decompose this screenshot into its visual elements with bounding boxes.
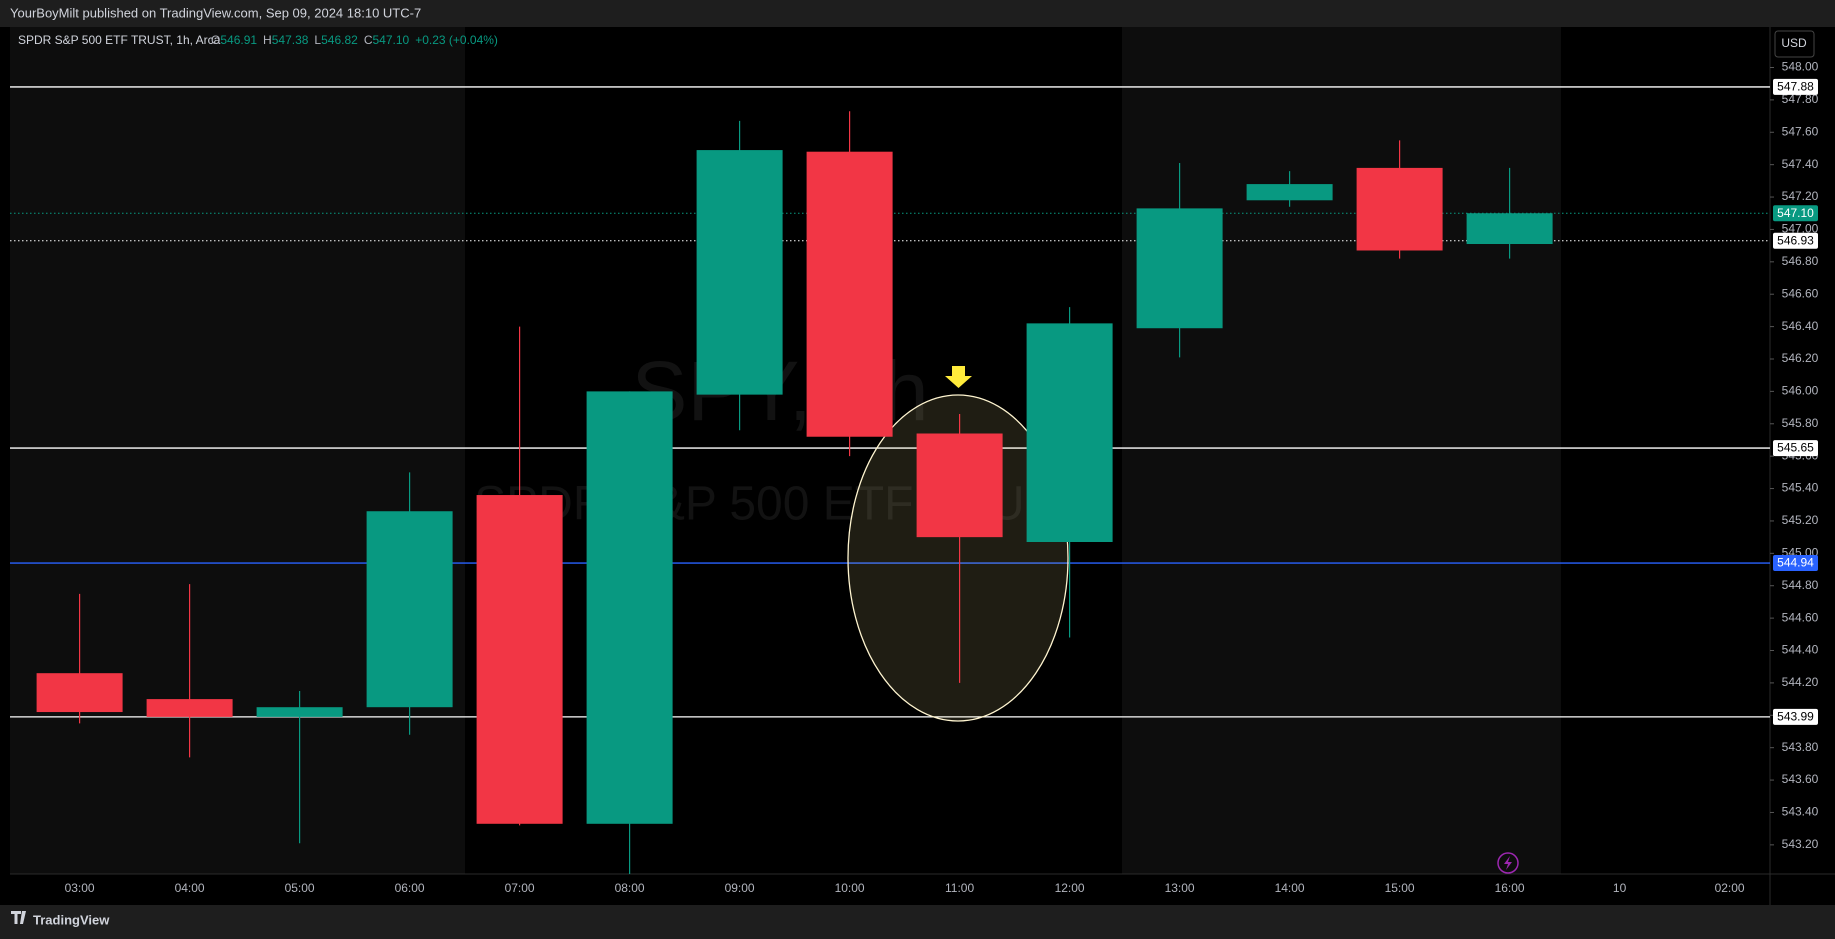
publisher-text: YourBoyMilt published on TradingView.com…	[10, 5, 421, 20]
price-label: 546.93	[1777, 233, 1814, 247]
price-label: 544.94	[1777, 556, 1814, 570]
y-tick-label: 546.60	[1782, 286, 1819, 300]
y-tick-label: 547.00	[1782, 222, 1819, 236]
candle-body	[256, 707, 343, 717]
y-tick-label: 545.80	[1782, 416, 1819, 430]
x-tick-label: 14:00	[1275, 881, 1305, 895]
candle-body	[476, 495, 563, 824]
candle-body	[1026, 323, 1113, 543]
ohlc-key: L	[314, 33, 321, 47]
x-tick-label: 10:00	[835, 881, 865, 895]
ohlc-change: +0.23 (+0.04%)	[415, 33, 498, 47]
ohlc-key: O	[211, 33, 220, 47]
y-tick-label: 547.40	[1782, 157, 1819, 171]
x-tick-label: 09:00	[725, 881, 755, 895]
y-tick-label: 543.40	[1782, 805, 1819, 819]
candle-body	[1466, 213, 1553, 245]
y-tick-label: 543.20	[1782, 837, 1819, 851]
top-bar	[0, 0, 1835, 27]
symbol-title: SPDR S&P 500 ETF TRUST, 1h, Arca	[18, 33, 221, 47]
brand-name: TradingView	[33, 912, 110, 927]
x-tick-label: 06:00	[395, 881, 425, 895]
y-tick-label: 547.20	[1782, 189, 1819, 203]
candle-body	[146, 699, 233, 717]
highlight-ellipse	[847, 394, 1069, 722]
x-tick-label: 07:00	[505, 881, 535, 895]
candle-body	[366, 511, 453, 708]
y-tick-label: 548.00	[1782, 60, 1819, 74]
x-tick-label: 05:00	[285, 881, 315, 895]
currency-button[interactable]	[1774, 30, 1815, 58]
y-tick-label: 544.40	[1782, 643, 1819, 657]
candle-body	[1246, 184, 1333, 201]
x-tick-label: 08:00	[615, 881, 645, 895]
price-label-box	[1773, 232, 1818, 249]
y-tick-label: 544.80	[1782, 578, 1819, 592]
y-tick-label: 547.60	[1782, 124, 1819, 138]
price-label: 543.99	[1777, 710, 1814, 724]
price-label-box	[1773, 708, 1818, 725]
candle-body	[1356, 167, 1443, 251]
ohlc-key: C	[364, 33, 373, 47]
price-label: 545.65	[1777, 441, 1814, 455]
y-tick-label: 544.60	[1782, 610, 1819, 624]
price-label-box	[1773, 205, 1818, 222]
y-tick-label: 546.00	[1782, 384, 1819, 398]
candle-body	[916, 433, 1003, 538]
y-tick-label: 546.80	[1782, 254, 1819, 268]
x-tick-label: 11:00	[945, 881, 974, 895]
y-tick-label: 545.20	[1782, 513, 1819, 527]
x-tick-label: 15:00	[1385, 881, 1415, 895]
y-tick-label: 544.20	[1782, 675, 1819, 689]
currency-label: USD	[1781, 36, 1807, 50]
arrow-marker	[945, 366, 972, 388]
y-tick-label: 545.40	[1782, 481, 1819, 495]
y-tick-label: 547.80	[1782, 92, 1819, 106]
y-tick-label: 546.40	[1782, 319, 1819, 333]
candle-body	[36, 673, 123, 713]
x-tick-label: 03:00	[65, 881, 95, 895]
brand-logo	[11, 911, 26, 924]
ohlc-value: 546.82	[321, 33, 358, 47]
price-label: 547.88	[1777, 80, 1814, 94]
x-tick-label: 16:00	[1495, 881, 1525, 895]
candle-body	[696, 150, 783, 395]
ohlc-legend: O546.91 H547.38 L546.82 C547.10 +0.23 (+0.04…	[211, 33, 498, 47]
price-label-box	[1773, 78, 1818, 95]
y-tick-label: 543.80	[1782, 740, 1819, 754]
post-market-session	[1122, 27, 1561, 874]
x-tick-label: 04:00	[175, 881, 205, 895]
ohlc-value: 546.91	[220, 33, 257, 47]
candle-body	[1136, 208, 1223, 329]
ohlc-key: H	[263, 33, 272, 47]
x-tick-label: 13:00	[1165, 881, 1195, 895]
pre-market-session	[10, 27, 465, 874]
ohlc-value: 547.10	[372, 33, 409, 47]
price-label-box	[1773, 440, 1818, 457]
price-label-box	[1773, 555, 1818, 572]
ohlc-value: 547.38	[272, 33, 309, 47]
x-tick-label: 12:00	[1055, 881, 1085, 895]
lightning-icon[interactable]	[1497, 852, 1519, 874]
bottom-bar	[0, 905, 1835, 939]
y-tick-label: 546.20	[1782, 351, 1819, 365]
candle-body	[806, 151, 893, 437]
candle-body	[586, 391, 673, 824]
x-tick-label: 10	[1613, 881, 1627, 895]
price-label: 547.10	[1777, 206, 1814, 220]
y-tick-label: 543.60	[1782, 772, 1819, 786]
x-tick-label: 02:00	[1715, 881, 1745, 895]
